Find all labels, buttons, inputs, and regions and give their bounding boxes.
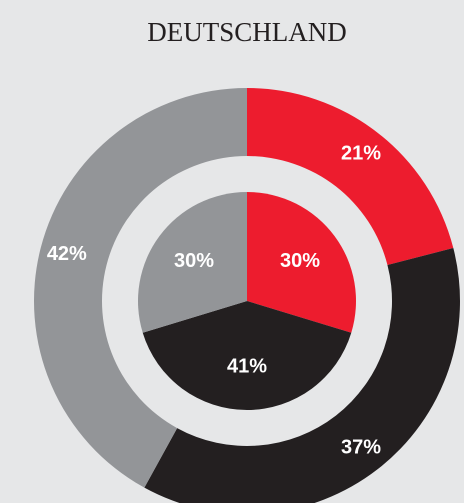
pie-slice bbox=[33, 88, 248, 488]
value-label: 41% bbox=[227, 355, 267, 377]
pie-slice bbox=[142, 301, 352, 410]
value-label: 30% bbox=[280, 250, 320, 272]
pie-slice bbox=[247, 88, 454, 265]
pie-slice bbox=[138, 192, 247, 333]
value-label: 37% bbox=[341, 436, 381, 458]
value-label: 42% bbox=[47, 243, 87, 265]
value-label: 30% bbox=[174, 250, 214, 272]
pie-slice bbox=[144, 248, 460, 503]
pie-slice bbox=[247, 192, 357, 333]
chart-title: DEUTSCHLAND bbox=[147, 17, 347, 47]
value-label: 21% bbox=[341, 142, 381, 164]
